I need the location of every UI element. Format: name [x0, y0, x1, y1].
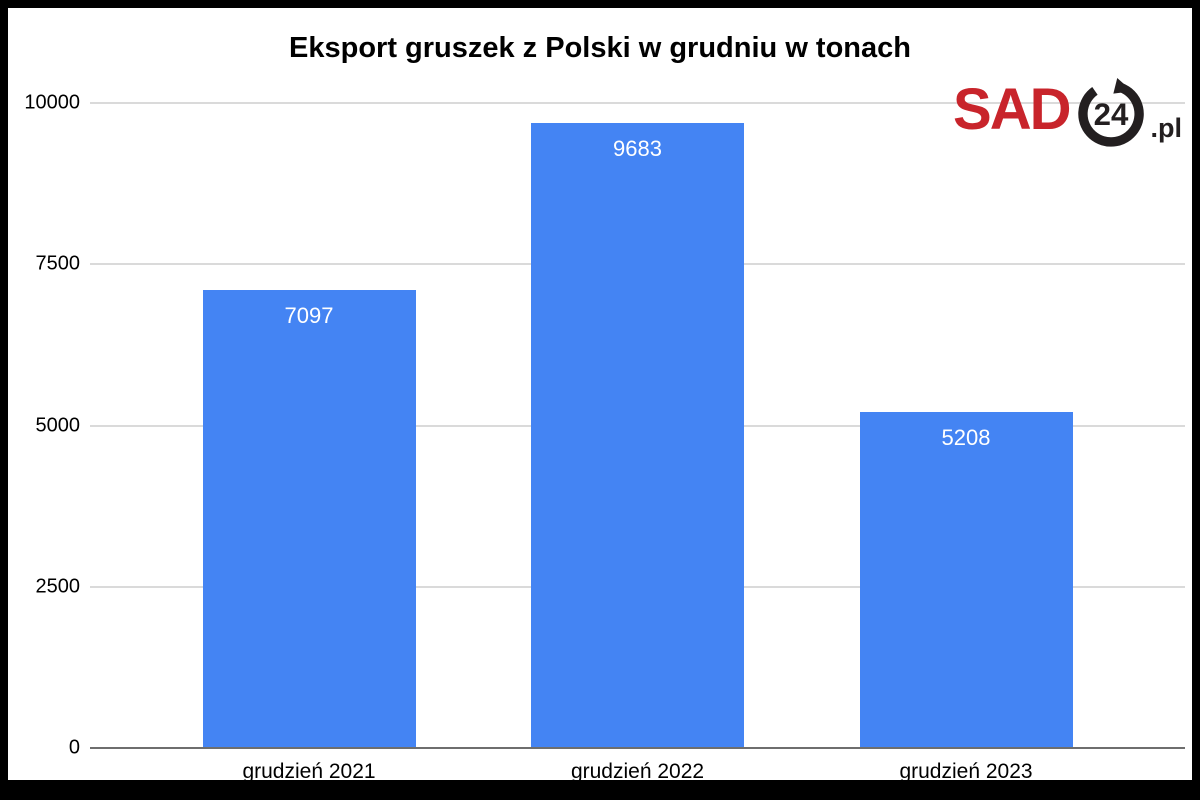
x-axis: grudzień 2021 grudzień 2022 grudzień 2023	[90, 760, 1185, 792]
logo-arrow-head	[1112, 78, 1132, 94]
gridline	[90, 102, 1185, 104]
chart-frame: Eksport gruszek z Polski w grudniu w ton…	[8, 8, 1192, 783]
y-axis-tick-label: 2500	[35, 575, 81, 598]
x-axis-tick-label: grudzień 2022	[570, 760, 705, 783]
sad24-logo: SAD 24 .pl	[953, 70, 1182, 150]
x-axis-tick-label: grudzień 2023	[899, 760, 1033, 783]
bar-value-label: 7097	[284, 303, 334, 329]
x-axis-baseline	[90, 747, 1185, 749]
bar-value-label: 5208	[941, 425, 991, 451]
logo-arrow-ring	[1077, 82, 1144, 147]
y-axis-tick-label: 7500	[35, 252, 81, 275]
logo-text-sad: SAD	[953, 77, 1071, 142]
chart-title: Eksport gruszek z Polski w grudniu w ton…	[289, 32, 911, 64]
bar: 5208	[859, 412, 1073, 748]
bar: 7097	[202, 290, 416, 748]
plot-area: 7097 9683 5208	[90, 102, 1185, 749]
x-axis-tick-label: grudzień 2021	[242, 760, 376, 783]
y-axis-tick-label: 0	[68, 736, 80, 759]
logo-number: 24	[1093, 97, 1128, 132]
y-axis-tick-label: 5000	[35, 414, 81, 436]
y-axis-tick-label: 10000	[24, 91, 80, 114]
bar: 9683	[531, 123, 744, 748]
y-axis: 0 2500 5000 7500 10000	[8, 92, 81, 759]
bar-value-label: 9683	[613, 136, 662, 162]
logo-circular-arrow-icon: 24	[1072, 71, 1150, 149]
logo-text-pl: .pl	[1150, 113, 1183, 143]
